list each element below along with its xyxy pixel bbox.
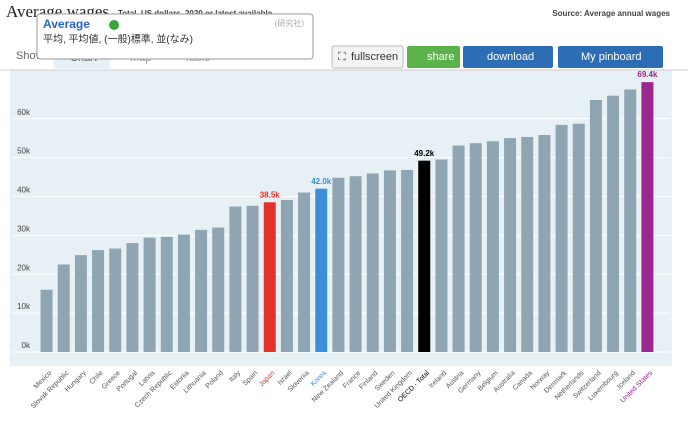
x-tick-label: New Zealand	[311, 370, 345, 404]
bar	[40, 289, 53, 352]
button-bg[interactable]	[331, 45, 404, 69]
bar	[486, 141, 499, 352]
popup-add-icon[interactable]	[109, 20, 119, 30]
bar	[212, 227, 225, 352]
bar	[607, 95, 620, 352]
button-bg[interactable]	[463, 46, 553, 68]
share-button[interactable]: share	[407, 46, 460, 68]
bar	[624, 89, 637, 352]
popup-definition: 平均, 平均値, (一般)標準, 並(なみ)	[43, 33, 193, 46]
bar	[366, 173, 379, 352]
bar	[589, 100, 602, 352]
bar	[195, 229, 208, 352]
button-label[interactable]: share	[427, 51, 455, 63]
y-tick-label: 0k	[22, 341, 31, 350]
button-icon: ⛶	[338, 51, 346, 63]
x-tick-label: Italy	[228, 369, 242, 383]
bar	[109, 248, 122, 352]
bar	[555, 124, 568, 352]
value-label: 42.0k	[311, 177, 332, 186]
popup-source: (研究社)	[275, 18, 305, 28]
x-tick-label: Ireland	[428, 370, 448, 390]
x-tick-label: OECD - Total	[397, 369, 431, 403]
x-tick-label: Spain	[242, 370, 260, 388]
bar	[332, 177, 345, 352]
button-bg[interactable]	[558, 46, 663, 68]
bar	[280, 199, 293, 352]
button-bg[interactable]	[407, 46, 460, 68]
bar	[401, 170, 414, 352]
bar	[57, 264, 70, 352]
y-tick-label: 10k	[17, 302, 31, 311]
bar	[229, 206, 242, 352]
bar	[641, 82, 654, 352]
y-tick-label: 50k	[17, 147, 31, 156]
bar	[160, 236, 173, 352]
bar	[263, 202, 276, 352]
y-tick-label: 60k	[17, 108, 31, 117]
popup-box	[36, 13, 314, 60]
button-label[interactable]: My pinboard	[581, 51, 642, 63]
value-label: 38.5k	[260, 190, 281, 199]
bar	[143, 237, 156, 352]
x-tick-label: Poland	[205, 370, 225, 390]
bar	[383, 170, 396, 352]
pinboard-button[interactable]: My pinboard	[558, 46, 663, 68]
popup-word: Average	[43, 17, 90, 31]
y-tick-label: 30k	[17, 224, 31, 233]
bar	[126, 243, 139, 352]
bar	[538, 135, 551, 352]
bar	[74, 255, 87, 352]
bar	[246, 205, 259, 352]
bar	[92, 250, 105, 352]
bar	[349, 176, 362, 352]
button-label[interactable]: download	[487, 51, 534, 63]
value-label: 69.4k	[637, 70, 658, 79]
bar	[435, 159, 448, 352]
source: Source: Average annual wages	[552, 9, 670, 18]
fullscreen-button[interactable]: ⛶ fullscreen	[331, 45, 404, 69]
bar	[315, 188, 328, 352]
bar	[177, 234, 190, 352]
dictionary-popup: Average (研究社) 平均, 平均値, (一般)標準, 並(なみ)	[36, 13, 314, 60]
button-label[interactable]: fullscreen	[351, 51, 398, 63]
bar	[504, 138, 517, 352]
bar	[298, 192, 311, 352]
bar	[418, 160, 431, 352]
bar	[521, 136, 534, 352]
bar	[452, 145, 465, 352]
y-tick-label: 20k	[17, 263, 31, 272]
value-label: 49.2k	[414, 149, 435, 158]
x-tick-label: Japan	[258, 370, 277, 389]
bar	[572, 123, 585, 352]
download-button[interactable]: download	[463, 46, 553, 68]
y-tick-label: 40k	[17, 186, 31, 195]
bar	[469, 143, 482, 352]
